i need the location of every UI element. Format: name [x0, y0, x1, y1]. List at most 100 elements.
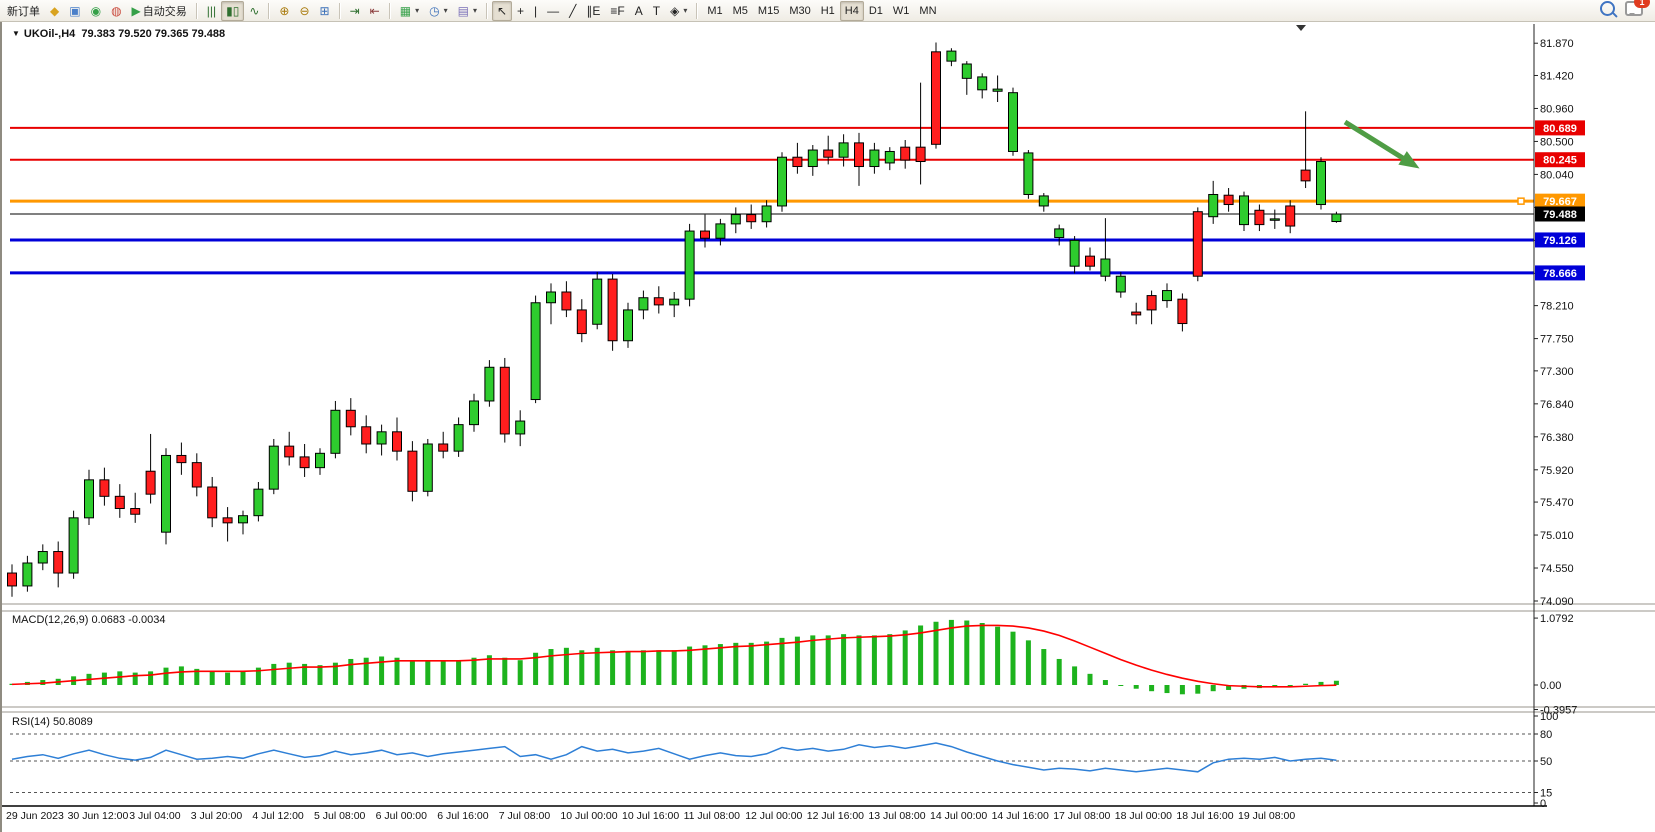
- timeframe-w1-button[interactable]: W1: [888, 1, 915, 21]
- candle: [623, 309, 633, 342]
- periods-button[interactable]: ◷ ▾: [424, 1, 453, 21]
- candle: [84, 479, 94, 519]
- timeframe-mn-button-label: MN: [919, 4, 937, 17]
- zoom-out-button[interactable]: ⊖: [294, 1, 314, 21]
- macd-histogram-bar: [687, 646, 693, 685]
- indicators-button[interactable]: ▦ ▾: [395, 1, 424, 21]
- tile-windows-button[interactable]: ⊞: [315, 1, 335, 21]
- macd-histogram-bar: [964, 620, 970, 685]
- macd-histogram-bar: [1133, 685, 1139, 689]
- timeframe-m15-button[interactable]: M15: [753, 1, 784, 21]
- candle: [1285, 205, 1296, 227]
- macd-histogram-bar: [871, 635, 877, 685]
- zoom-in-button[interactable]: ⊕: [274, 1, 294, 21]
- crosshair-button[interactable]: +: [512, 1, 529, 21]
- arrows-glyph: ◈: [670, 3, 680, 18]
- text-button[interactable]: A: [630, 1, 648, 21]
- chevron-down-icon[interactable]: ▾: [415, 6, 420, 15]
- signals-icon[interactable]: ◉: [86, 1, 106, 21]
- candle: [130, 508, 141, 515]
- chart-title: ▼ UKOil-,H4 79.383 79.520 79.365 79.488: [12, 28, 225, 40]
- price-tick-label: 80.040: [1540, 169, 1574, 181]
- chart-window[interactable]: 81.87081.42080.96080.50080.04079.58079.1…: [0, 22, 1655, 832]
- candle: [1131, 311, 1142, 316]
- candlestick-chart-button[interactable]: ▮▯: [221, 0, 245, 21]
- zoom-out-glyph: ⊖: [299, 3, 310, 18]
- trade-group: 新订单 ◆ ▣ ◉ ◍ ▶ 自动交易: [2, 0, 192, 22]
- cursor-button[interactable]: ↖: [491, 0, 513, 21]
- time-label: 14 Jul 16:00: [992, 810, 1049, 822]
- candle: [900, 146, 911, 161]
- macd-histogram-bar: [163, 667, 169, 685]
- chevron-down-icon[interactable]: ▾: [683, 6, 688, 15]
- chart-canvas[interactable]: 81.87081.42080.96080.50080.04079.58079.1…: [2, 22, 1655, 832]
- indicators-glyph: ▦: [399, 3, 412, 18]
- fibonacci-button[interactable]: ≡F: [605, 1, 629, 21]
- macd-histogram-bar: [440, 661, 446, 685]
- price-badge: [1535, 152, 1585, 168]
- timeframe-h1-button[interactable]: H1: [816, 1, 840, 21]
- time-label: 12 Jul 16:00: [807, 810, 864, 822]
- vertical-line-glyph: |: [534, 3, 538, 18]
- timeframe-mn-button[interactable]: MN: [914, 1, 941, 21]
- timeframe-m5-button[interactable]: M5: [728, 1, 753, 21]
- toolbar-separator: [338, 2, 341, 19]
- chart-profiles-icon[interactable]: ◆: [45, 1, 64, 21]
- candle: [1162, 290, 1172, 302]
- zoom-group: ⊕ ⊖ ⊞: [274, 0, 334, 22]
- price-tick-label: 75.920: [1540, 465, 1574, 477]
- chevron-down-icon[interactable]: ▾: [443, 6, 448, 15]
- trendline-button[interactable]: ╱: [564, 1, 581, 21]
- search-icon[interactable]: [1600, 0, 1615, 16]
- horizontal-line-button[interactable]: —: [542, 1, 564, 21]
- candle: [99, 479, 110, 497]
- auto-scroll-glyph: ⇥: [349, 3, 360, 18]
- chart-shift-button[interactable]: ⇤: [365, 1, 385, 21]
- candle: [1254, 209, 1265, 226]
- line-drag-handle[interactable]: [1517, 197, 1525, 205]
- market-watch-icon[interactable]: ◍: [106, 1, 126, 21]
- new-order-button[interactable]: 新订单: [2, 1, 45, 21]
- candle: [1008, 92, 1018, 152]
- line-chart-button[interactable]: ∿: [244, 1, 264, 21]
- chart-plot-area[interactable]: [10, 24, 1534, 806]
- trend-arrow-head[interactable]: [1398, 151, 1420, 169]
- terminal-icon[interactable]: ▣: [64, 1, 85, 21]
- macd-histogram-bar: [456, 660, 462, 685]
- candle: [592, 278, 603, 325]
- autotrading-button[interactable]: ▶ 自动交易: [127, 1, 192, 21]
- macd-histogram-bar: [1072, 666, 1078, 685]
- macd-histogram-bar: [933, 621, 939, 685]
- arrows-button[interactable]: ◈ ▾: [665, 1, 692, 21]
- vertical-line-button[interactable]: |: [529, 1, 542, 21]
- text-label-button[interactable]: T: [648, 1, 665, 21]
- chart-shift-marker-icon: [1296, 25, 1306, 31]
- bar-chart-button[interactable]: |||: [202, 1, 221, 21]
- candle: [730, 214, 741, 225]
- timeframe-h1-button-label: H1: [820, 4, 835, 17]
- chevron-down-icon[interactable]: ▾: [472, 6, 477, 15]
- trend-arrow-annotation[interactable]: [1343, 119, 1408, 163]
- macd-histogram-bar: [255, 667, 261, 685]
- trendline-glyph: ╱: [569, 3, 577, 18]
- macd-histogram-bar: [779, 637, 785, 685]
- candle: [961, 63, 972, 79]
- candle: [715, 223, 726, 239]
- auto-scroll-button[interactable]: ⇥: [345, 1, 365, 21]
- candle: [161, 454, 171, 533]
- timeframe-h4-button[interactable]: H4: [839, 0, 864, 21]
- templates-button[interactable]: ▤ ▾: [453, 1, 482, 21]
- timeframe-m30-button[interactable]: M30: [784, 1, 815, 21]
- notifications-icon[interactable]: 1: [1625, 0, 1650, 21]
- candle: [607, 278, 618, 342]
- collapse-arrow-icon[interactable]: ▼: [12, 29, 20, 38]
- candle: [653, 297, 664, 306]
- channel-button[interactable]: ∥E: [581, 1, 605, 21]
- timeframe-d1-button[interactable]: D1: [864, 1, 888, 21]
- candle: [1054, 228, 1065, 239]
- candle: [1331, 213, 1342, 223]
- macd-histogram-bar: [1333, 680, 1339, 685]
- search-icon[interactable]: [1600, 0, 1615, 21]
- candle: [669, 298, 680, 306]
- timeframe-m1-button[interactable]: M1: [702, 1, 727, 21]
